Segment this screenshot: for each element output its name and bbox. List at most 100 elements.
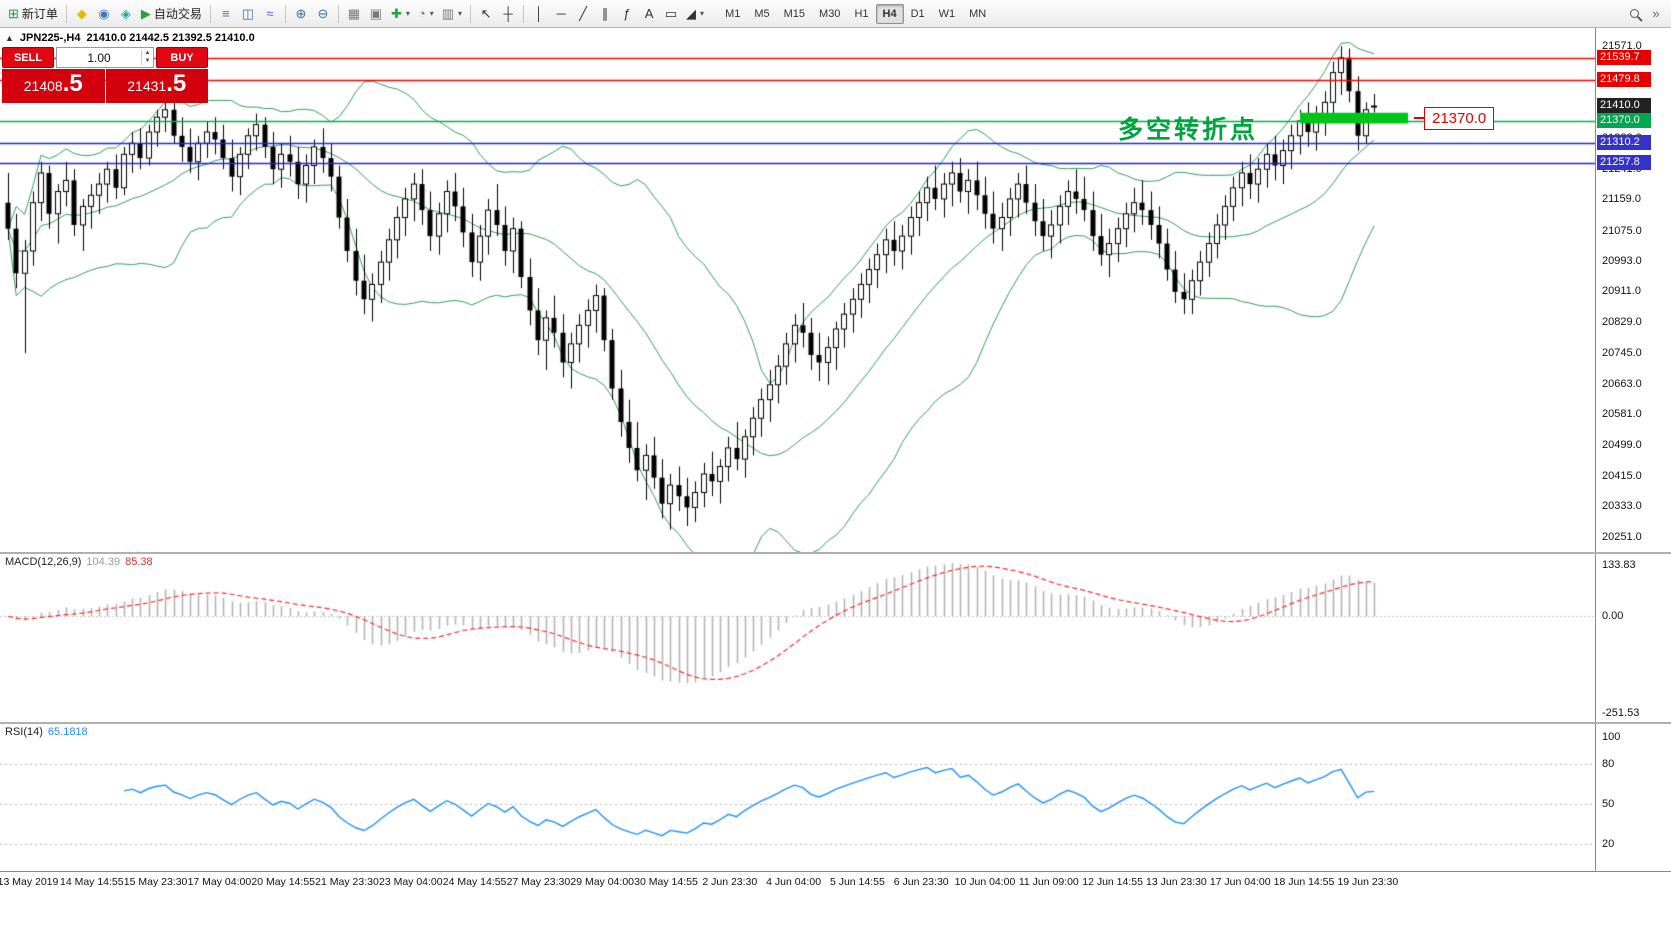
zoom-in-icon: ⊕: [295, 6, 307, 21]
timeframe-m1-button[interactable]: M1: [718, 4, 747, 24]
price-tick: 20251.0: [1602, 530, 1642, 543]
toolbar-separator: [65, 4, 67, 23]
candlestick-chart-button[interactable]: ◫: [237, 3, 259, 25]
timeframe-toolbar: M1 M5 M15 M30 H1 H4 D1 W1 MN: [718, 3, 993, 24]
autotrading-button[interactable]: ▶ 自动交易: [137, 3, 206, 25]
horizontal-line-button[interactable]: ─: [550, 3, 572, 25]
callout-price-label: 21370.0: [1424, 106, 1495, 130]
crosshair-button[interactable]: ┼: [497, 3, 519, 25]
text-button[interactable]: A: [638, 3, 660, 25]
fibonacci-button[interactable]: ƒ: [616, 3, 638, 25]
signals-icon: ◈: [120, 6, 131, 21]
time-label: 20 May 14:55: [251, 876, 316, 888]
crosshair-icon: ┼: [503, 6, 513, 21]
horizontal-line-icon: ─: [556, 6, 566, 21]
volume-spinner[interactable]: 1.00 ▲ ▼: [56, 47, 154, 68]
timeframe-m30-button[interactable]: M30: [812, 4, 847, 24]
sell-price-big: .5: [62, 70, 83, 97]
fibonacci-icon: ƒ: [623, 6, 631, 21]
volume-down-icon[interactable]: ▼: [144, 57, 151, 64]
price-plot-area: ▲ JPN225-,H4 21410.0 21442.5 21392.5 214…: [0, 28, 1595, 552]
cursor-button[interactable]: ↖: [475, 3, 497, 25]
trendline-icon: ╱: [579, 6, 587, 21]
price-badge: 21257.8: [1597, 154, 1651, 170]
price-badge: 21539.7: [1597, 49, 1651, 65]
chart-ohlc-label: ▲ JPN225-,H4 21410.0 21442.5 21392.5 214…: [5, 32, 255, 44]
macd-axis-tick: 0.00: [1602, 610, 1624, 623]
signals-button[interactable]: ◈: [115, 3, 137, 25]
timeframe-h1-button[interactable]: H1: [847, 4, 875, 24]
vertical-line-button[interactable]: │: [528, 3, 550, 25]
rsi-axis-tick: 50: [1602, 798, 1615, 811]
volume-value[interactable]: 1.00: [87, 50, 111, 65]
timeframe-h4-button[interactable]: H4: [875, 3, 904, 24]
time-label: 12 Jun 14:55: [1082, 876, 1143, 888]
time-label: 13 Jun 23:30: [1146, 876, 1207, 888]
toolbar-overflow-button[interactable]: »: [1645, 3, 1667, 25]
price-tick: 21159.0: [1602, 193, 1641, 206]
periods-icon: ◔: [417, 6, 426, 21]
sell-button[interactable]: SELL: [2, 47, 54, 68]
tile-windows-button[interactable]: ▦: [343, 3, 365, 25]
equidistant-channel-icon: ∥: [601, 6, 609, 21]
buy-price[interactable]: 21431.5: [105, 69, 208, 103]
timeframe-mn-button[interactable]: MN: [962, 4, 993, 24]
timeframe-m5-button[interactable]: M5: [747, 4, 776, 24]
price-tick: 20829.0: [1602, 315, 1642, 328]
toolbar-separator: [470, 4, 472, 23]
cascade-windows-button[interactable]: ▣: [365, 3, 387, 25]
templates-button[interactable]: ▥ ▾: [438, 3, 466, 25]
timeframe-m15-button[interactable]: M15: [777, 4, 812, 24]
price-chart-canvas[interactable]: [0, 28, 1595, 552]
metaeditor-button[interactable]: ◆: [71, 3, 93, 25]
cascade-windows-icon: ▣: [369, 6, 383, 21]
market-watch-button[interactable]: ◉: [93, 3, 115, 25]
shapes-button[interactable]: ◢ ▾: [682, 3, 708, 25]
price-tick: 21075.0: [1602, 224, 1642, 237]
timeframe-w1-button[interactable]: W1: [932, 4, 963, 24]
macd-canvas[interactable]: [0, 554, 1595, 722]
macd-name: MACD(12,26,9): [5, 556, 82, 568]
zoom-out-icon: ⊖: [317, 6, 329, 21]
rsi-name: RSI(14): [5, 726, 43, 738]
trendline-button[interactable]: ╱: [572, 3, 594, 25]
price-axis[interactable]: 21571.021323.221241.021159.021075.020993…: [1595, 28, 1671, 552]
price-callout: 21370.0: [1414, 106, 1495, 130]
oct-expand-icon[interactable]: ▲: [5, 33, 14, 43]
bar-chart-button[interactable]: ≡: [215, 3, 237, 25]
time-label: 13 May 2019: [0, 876, 59, 888]
metaeditor-icon: ◆: [76, 6, 87, 21]
arrow-label-button[interactable]: ▭: [660, 3, 682, 25]
price-tick: 20499.0: [1602, 438, 1642, 451]
indicators-button[interactable]: ✚ ▾: [387, 3, 414, 25]
search-button[interactable]: [1623, 3, 1645, 25]
macd-axis[interactable]: 133.83 0.00 -251.53: [1595, 554, 1671, 722]
overflow-chevrons-icon: »: [1652, 6, 1660, 21]
rsi-axis[interactable]: 100 80 50 20: [1595, 724, 1671, 871]
line-chart-button[interactable]: ≈: [259, 3, 281, 25]
rsi-axis-tick: 20: [1602, 838, 1615, 851]
rsi-axis-tick: 100: [1602, 731, 1621, 744]
rsi-canvas[interactable]: [0, 724, 1595, 871]
new-order-label: 新订单: [21, 7, 58, 21]
periods-button[interactable]: ◔ ▾: [414, 3, 438, 25]
time-axis[interactable]: 13 May 2019 14 May 14:55 15 May 23:30 17 Ma…: [0, 872, 1671, 894]
zoom-out-button[interactable]: ⊖: [312, 3, 334, 25]
sell-price[interactable]: 21408.5: [2, 69, 105, 103]
volume-up-icon[interactable]: ▲: [144, 50, 151, 57]
tile-windows-icon: ▦: [347, 6, 361, 21]
arrow-label-icon: ▭: [664, 6, 678, 21]
rsi-value: 65.1818: [47, 726, 88, 738]
equidistant-channel-button[interactable]: ∥: [594, 3, 616, 25]
zoom-in-button[interactable]: ⊕: [290, 3, 312, 25]
macd-label: MACD(12,26,9) 104.39 85.38: [5, 556, 153, 568]
time-label: 21 May 23:30: [315, 876, 379, 888]
new-order-button[interactable]: ⊞ 新订单: [4, 3, 62, 25]
buy-button[interactable]: BUY: [156, 47, 208, 68]
macd-axis-tick: -251.53: [1602, 707, 1640, 719]
time-label: 14 May 14:55: [59, 876, 124, 888]
macd-plot-area: MACD(12,26,9) 104.39 85.38: [0, 554, 1595, 722]
rsi-label: RSI(14) 65.1818: [5, 726, 88, 738]
timeframe-d1-button[interactable]: D1: [904, 4, 932, 24]
